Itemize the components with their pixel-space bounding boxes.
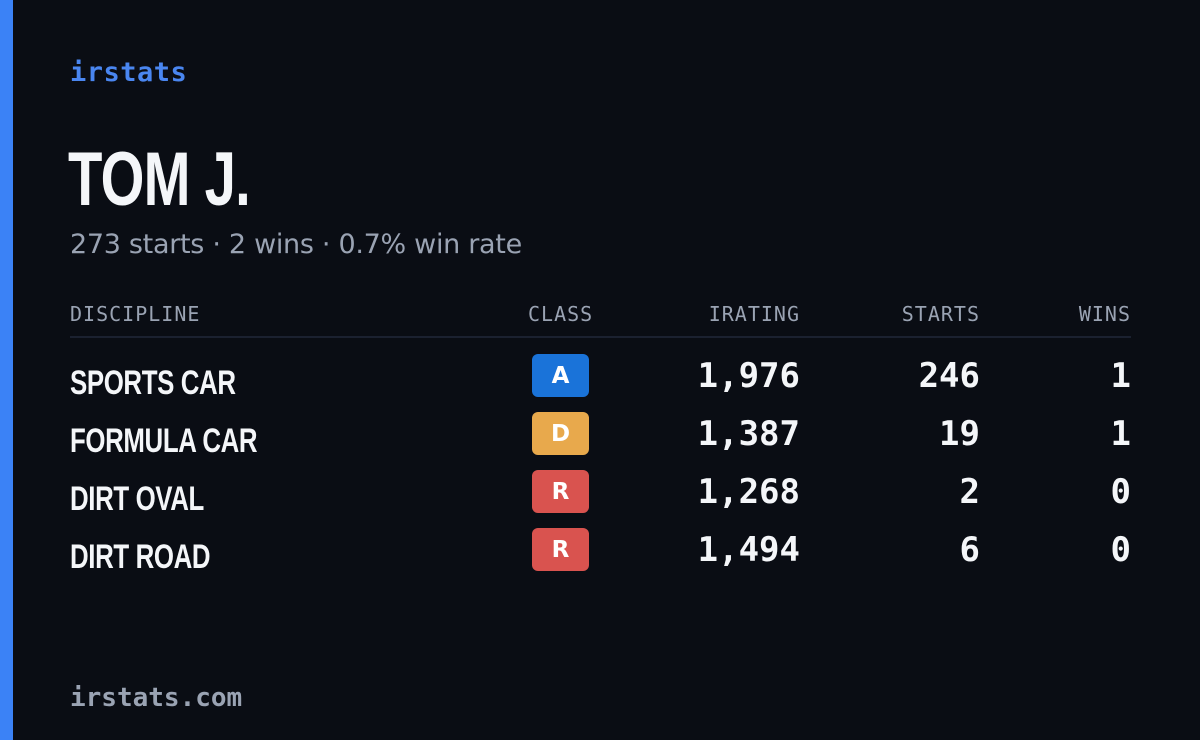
wins-value: 0 — [1110, 472, 1131, 512]
starts-value: 246 — [918, 356, 980, 396]
driver-name: TOM J. — [68, 137, 251, 222]
discipline-name: DIRT ROAD — [70, 538, 211, 576]
table-row: DIRT ROAD R 1,494 6 0 — [70, 528, 1131, 586]
header-starts: STARTS — [901, 302, 980, 326]
class-badge: R — [532, 470, 589, 513]
header-irating: IRATING — [708, 302, 800, 326]
brand-logo-text: irstats — [70, 57, 188, 88]
header-wins: WINS — [1078, 302, 1131, 326]
irating-value: 1,268 — [697, 472, 800, 512]
discipline-name: FORMULA CAR — [70, 422, 258, 460]
header-discipline: DISCIPLINE — [70, 302, 201, 326]
wins-value: 0 — [1110, 530, 1131, 570]
footer-url: irstats.com — [70, 683, 243, 713]
wins-value: 1 — [1110, 356, 1131, 396]
header-class: CLASS — [528, 302, 594, 326]
starts-value: 19 — [939, 414, 980, 454]
table-body: SPORTS CAR A 1,976 246 1 FORMULA CAR D 1… — [70, 338, 1131, 586]
class-badge: R — [532, 528, 589, 571]
starts-value: 6 — [959, 530, 980, 570]
table-row: SPORTS CAR A 1,976 246 1 — [70, 354, 1131, 412]
class-badge: A — [532, 354, 589, 397]
discipline-name: SPORTS CAR — [70, 364, 236, 402]
accent-bar — [0, 0, 13, 740]
table-row: DIRT OVAL R 1,268 2 0 — [70, 470, 1131, 528]
irating-value: 1,387 — [697, 414, 800, 454]
table-row: FORMULA CAR D 1,387 19 1 — [70, 412, 1131, 470]
irating-value: 1,494 — [697, 530, 800, 570]
irating-value: 1,976 — [697, 356, 800, 396]
license-table: DISCIPLINE CLASS IRATING STARTS WINS SPO… — [70, 296, 1131, 586]
class-badge: D — [532, 412, 589, 455]
discipline-name: DIRT OVAL — [70, 480, 204, 518]
table-header: DISCIPLINE CLASS IRATING STARTS WINS — [70, 296, 1131, 338]
wins-value: 1 — [1110, 414, 1131, 454]
driver-summary: 273 starts · 2 wins · 0.7% win rate — [70, 229, 522, 260]
starts-value: 2 — [959, 472, 980, 512]
